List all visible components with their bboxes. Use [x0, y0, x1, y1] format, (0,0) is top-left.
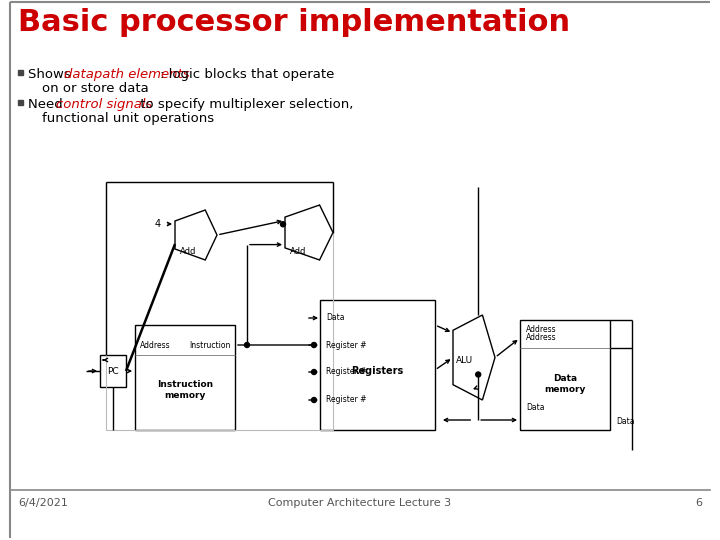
- Polygon shape: [453, 315, 495, 400]
- Text: Basic processor implementation: Basic processor implementation: [18, 8, 570, 37]
- Text: functional unit operations: functional unit operations: [42, 112, 214, 125]
- Text: Instruction
memory: Instruction memory: [157, 380, 213, 400]
- Text: Address: Address: [526, 334, 557, 342]
- Bar: [100, 355, 126, 387]
- Text: to specify multiplexer selection,: to specify multiplexer selection,: [136, 98, 354, 111]
- Text: Address: Address: [526, 325, 557, 334]
- Text: : logic blocks that operate: : logic blocks that operate: [160, 68, 334, 81]
- Text: Shows: Shows: [28, 68, 75, 81]
- Text: Register #: Register #: [326, 395, 366, 404]
- Text: PC: PC: [107, 367, 119, 375]
- Text: Address: Address: [140, 341, 171, 349]
- Text: 4: 4: [155, 219, 161, 229]
- Circle shape: [312, 342, 317, 348]
- Text: 6/4/2021: 6/4/2021: [18, 498, 68, 508]
- Bar: [520, 320, 610, 430]
- Text: ALU: ALU: [456, 356, 473, 365]
- Bar: [18, 100, 23, 105]
- Circle shape: [312, 369, 317, 375]
- Text: 6: 6: [695, 498, 702, 508]
- Text: control signals: control signals: [56, 98, 153, 111]
- Bar: [135, 325, 235, 430]
- Text: Instruction: Instruction: [189, 341, 231, 349]
- Polygon shape: [285, 205, 333, 260]
- Bar: [320, 300, 435, 430]
- Text: datapath elements: datapath elements: [64, 68, 189, 81]
- Polygon shape: [175, 210, 217, 260]
- Text: Register #: Register #: [326, 341, 366, 349]
- Text: Computer Architecture Lecture 3: Computer Architecture Lecture 3: [269, 498, 451, 508]
- Text: Data: Data: [616, 417, 634, 427]
- Text: Data: Data: [526, 403, 544, 413]
- Text: Add: Add: [290, 247, 307, 256]
- Text: on or store data: on or store data: [42, 82, 149, 95]
- Circle shape: [245, 342, 250, 348]
- Bar: [18, 70, 23, 75]
- Text: Registers: Registers: [351, 367, 404, 376]
- Text: Need: Need: [28, 98, 67, 111]
- Circle shape: [312, 397, 317, 402]
- Bar: [106, 182, 333, 430]
- Circle shape: [476, 372, 481, 377]
- Text: Add: Add: [180, 247, 197, 256]
- Text: Register #: Register #: [326, 368, 366, 376]
- Text: Data
memory: Data memory: [544, 374, 585, 394]
- Text: Data: Data: [326, 314, 344, 322]
- Circle shape: [281, 222, 286, 227]
